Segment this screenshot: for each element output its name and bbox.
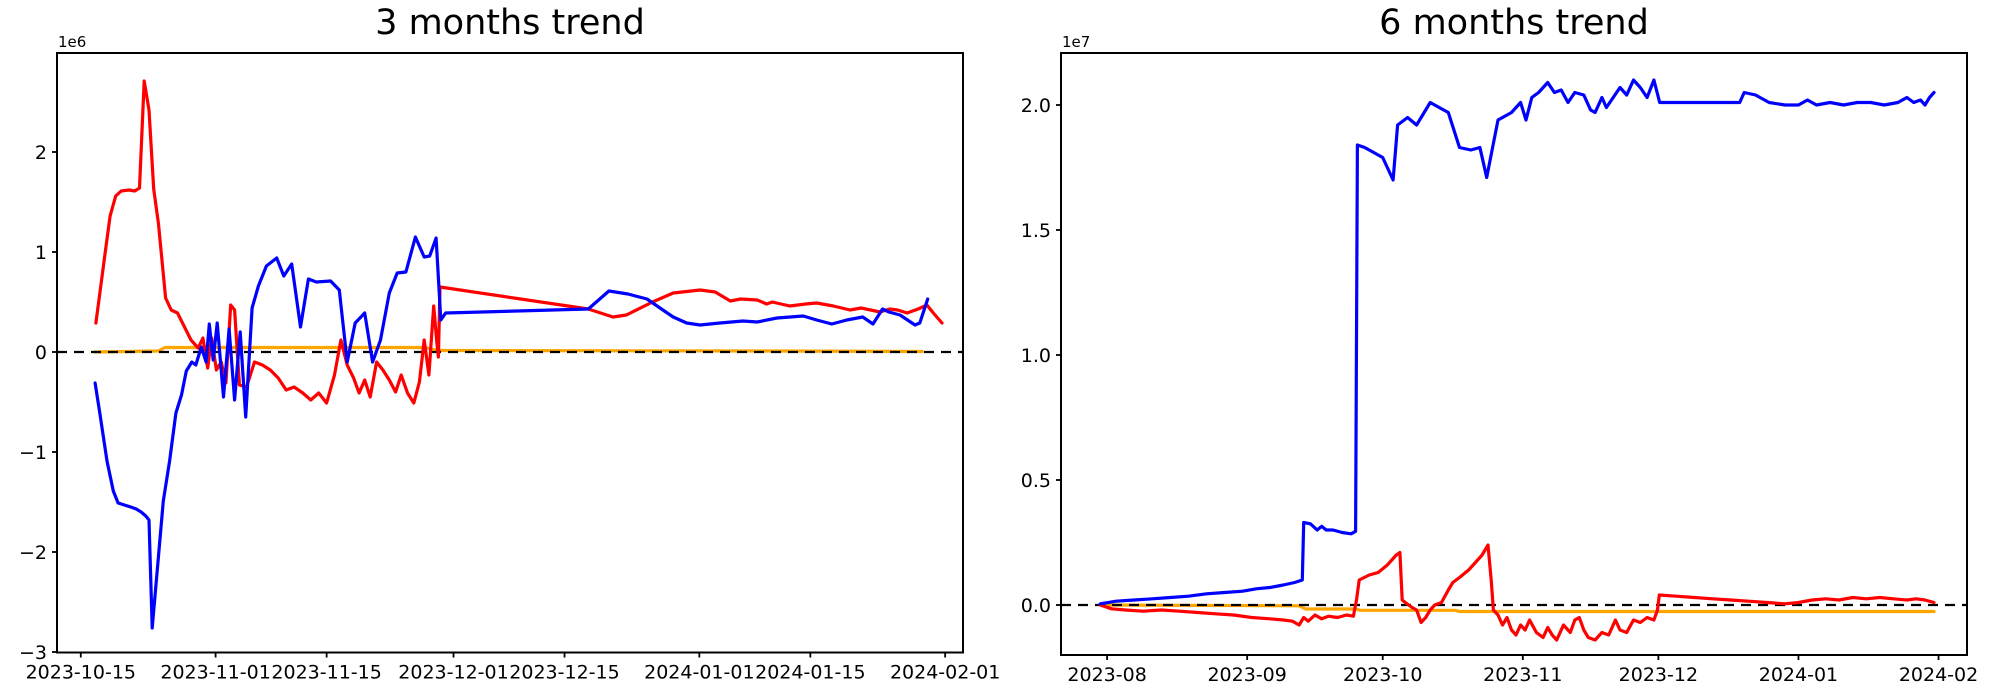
right-y-tick-label: 2.0 [1021,95,1051,117]
left-y-tick-label: −3 [19,642,47,664]
left-chart-title: 3 months trend [375,3,645,43]
right-y-tick-label: 0.0 [1021,595,1051,617]
right-x-tick-label: 2024-01 [1759,664,1838,686]
left-x-tick-label: 2024-01-01 [644,662,754,684]
left-y-tick-label: 0 [35,342,47,364]
right-y-tick-label: 0.5 [1021,470,1051,492]
right-chart-offset-label: 1e7 [1062,33,1091,51]
right-plot-frame [1060,52,1968,656]
right-x-tick-label: 2023-09 [1207,664,1286,686]
right-chart-title: 6 months trend [1379,3,1649,43]
left-x-tick-label: 2024-02-01 [890,662,1000,684]
right-chart-red-line [1098,543,1936,642]
left-x-tick-label: 2023-11-01 [160,662,270,684]
left-y-tick-label: −1 [19,442,47,464]
left-y-tick-label: 2 [35,142,47,164]
right-chart-blue-line [1098,78,1936,606]
left-chart-blue-line [93,235,930,630]
right-x-tick-label: 2023-08 [1067,664,1146,686]
left-y-tick-label: 1 [35,242,47,264]
right-x-tick-label: 2023-11 [1483,664,1562,686]
left-chart-offset-label: 1e6 [58,33,87,51]
left-x-tick-label: 2023-10-15 [26,662,136,684]
left-plot-frame [56,52,964,654]
right-x-tick-label: 2023-12 [1619,664,1698,686]
left-x-tick-label: 2024-01-15 [755,662,865,684]
left-y-tick-label: −2 [19,542,47,564]
left-x-tick-label: 2023-12-01 [398,662,508,684]
right-x-tick-label: 2024-02 [1899,664,1978,686]
right-x-tick-label: 2023-10 [1343,664,1422,686]
left-x-tick-label: 2023-12-15 [509,662,619,684]
right-chart-orange-baseline-line [1098,603,1936,614]
left-chart-red-line [94,79,944,405]
right-y-tick-label: 1.0 [1021,345,1051,367]
right-y-tick-label: 1.5 [1021,220,1051,242]
left-x-tick-label: 2023-11-15 [271,662,381,684]
